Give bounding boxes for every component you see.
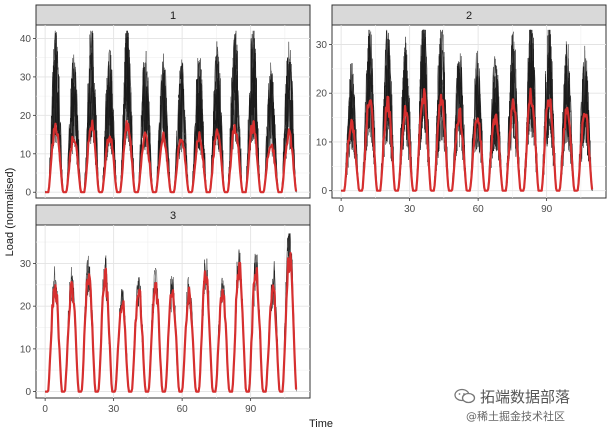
panel-2-lines	[340, 29, 594, 192]
x-tick-label: 30	[404, 204, 416, 215]
x-tick-label: 90	[245, 404, 257, 415]
panel-2-frame	[331, 24, 607, 199]
panel-2: 2 0 10 20 30 0 30 60 90	[316, 4, 607, 215]
panel-3-y-tick-labels: 0 10 20 30	[20, 259, 32, 398]
watermark-subtitle: @稀土掘金技术社区	[466, 410, 565, 423]
x-tick-label: 90	[541, 204, 553, 215]
panel-3-x-tick-labels: 0 30 60 90	[42, 404, 256, 415]
x-tick-label: 60	[177, 404, 189, 415]
y-tick-label: 0	[321, 186, 327, 197]
y-tick-label: 30	[316, 40, 328, 51]
panel-1-frame	[35, 24, 311, 199]
y-tick-label: 0	[25, 188, 31, 199]
y-tick-label: 10	[20, 149, 32, 160]
y-tick-label: 40	[20, 34, 32, 45]
panel-2-x-tick-labels: 0 30 60 90	[338, 204, 552, 215]
centroid-series-line	[44, 119, 298, 194]
panel-1: 1 0 10 20 30 40	[20, 4, 311, 199]
y-tick-label: 20	[20, 111, 32, 122]
y-tick-label: 30	[20, 72, 32, 83]
panel-1-y-tick-labels: 0 10 20 30 40	[20, 34, 32, 199]
y-axis-title: Load (normalised)	[4, 168, 16, 257]
panel-1-lines	[44, 30, 298, 194]
y-tick-label: 10	[316, 137, 328, 148]
wechat-icon	[454, 388, 476, 404]
y-tick-label: 30	[20, 259, 32, 270]
centroid-series-line	[340, 87, 594, 192]
strip-3-label: 3	[170, 210, 176, 222]
panel-3: 3 0 10 20 30 0 30 60 90	[20, 204, 311, 415]
x-tick-label: 30	[108, 404, 120, 415]
x-tick-label: 0	[42, 404, 48, 415]
panel-3-lines	[44, 233, 298, 393]
strip-2-label: 2	[466, 10, 472, 22]
y-tick-label: 10	[20, 344, 32, 355]
x-tick-label: 60	[473, 204, 485, 215]
panel-2-y-tick-labels: 0 10 20 30	[316, 40, 328, 197]
strip-1-label: 1	[170, 10, 176, 22]
y-tick-label: 20	[316, 89, 328, 100]
panel-1-grid	[33, 25, 310, 198]
y-tick-label: 20	[20, 302, 32, 313]
x-tick-label: 0	[338, 204, 344, 215]
y-tick-label: 0	[25, 387, 31, 398]
panel-3-frame	[35, 224, 311, 399]
panel-2-grid	[329, 25, 606, 201]
watermark-title: 拓端数据部落	[480, 388, 571, 406]
x-axis-title: Time	[309, 418, 333, 430]
watermark: 拓端数据部落 @稀土掘金技术社区	[444, 384, 604, 426]
centroid-series-line	[44, 251, 298, 393]
